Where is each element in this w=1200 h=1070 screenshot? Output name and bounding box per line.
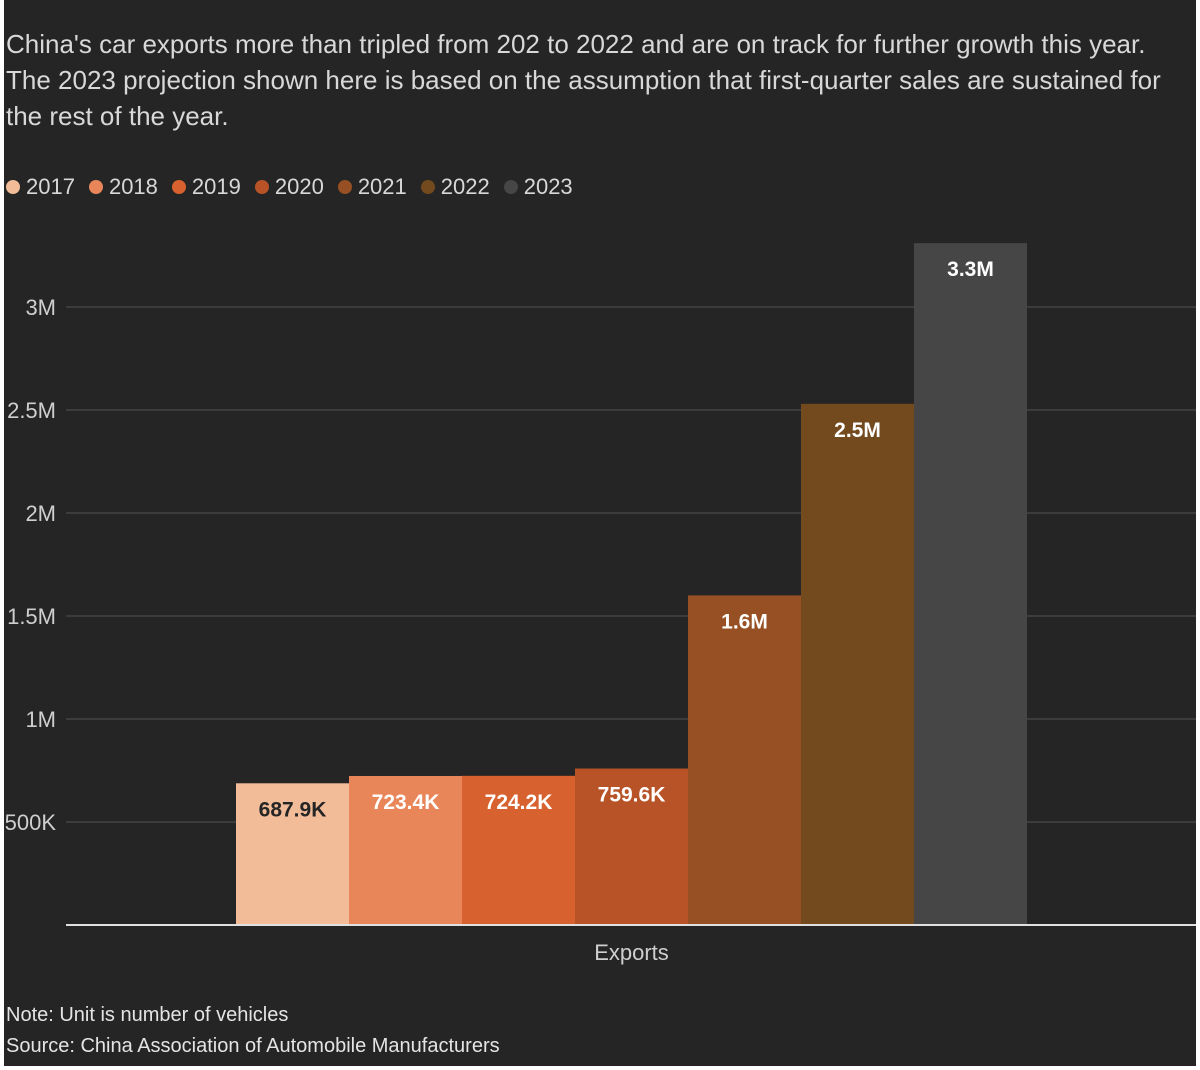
chart-subtitle: China's car exports more than tripled fr… — [6, 29, 1161, 131]
bar-2019 — [462, 775, 575, 925]
legend-label: 2019 — [191, 174, 241, 199]
legend-dot-icon — [6, 180, 20, 194]
y-tick-label: 2M — [25, 501, 56, 526]
legend-item-2022: 2022 — [420, 174, 490, 200]
chart-frame: China's car exports more than tripled fr… — [4, 0, 1196, 1066]
data-label: 3.3M — [947, 258, 994, 281]
legend-item-2019: 2019 — [171, 174, 241, 200]
data-label: 723.4K — [372, 791, 440, 814]
bar-2021 — [688, 595, 801, 925]
y-tick-label: 1M — [25, 707, 56, 732]
legend-dot-icon — [420, 180, 435, 194]
chart-legend: 2017 2018 2019 2020 2021 2022 2023 — [6, 172, 573, 202]
y-tick-label: 3M — [25, 295, 56, 320]
legend-item-2017: 2017 — [6, 174, 75, 200]
y-tick-label: 500K — [5, 810, 57, 835]
legend-label: 2018 — [108, 174, 158, 199]
chart-note: Note: Unit is number of vehicles — [6, 1004, 289, 1026]
legend-item-2021: 2021 — [337, 174, 407, 200]
legend-dot-icon — [171, 180, 186, 194]
legend-dot-icon — [337, 180, 352, 194]
bar-chart: 500K 1M 1.5M 2M 2.5M 3M 687.9K 723.4K 724.2K 759.… — [5, 243, 1196, 965]
bar-2017 — [236, 783, 349, 925]
legend-dot-icon — [503, 180, 518, 194]
data-label: 724.2K — [485, 791, 553, 814]
y-tick-label: 2.5M — [7, 398, 56, 423]
x-axis-category-label: Exports — [594, 940, 669, 965]
legend-label: 2021 — [357, 174, 407, 199]
bar-2018 — [349, 775, 462, 925]
data-label: 2.5M — [834, 419, 881, 442]
legend-label: 2020 — [274, 174, 324, 199]
legend-item-2020: 2020 — [254, 174, 324, 200]
legend-item-2018: 2018 — [88, 174, 158, 200]
legend-dot-icon — [88, 180, 103, 194]
legend-label: 2017 — [26, 174, 75, 199]
y-tick-label: 1.5M — [7, 604, 56, 629]
bar-2020 — [575, 768, 688, 925]
chart-source: Source: China Association of Automobile … — [6, 1035, 500, 1057]
data-label: 1.6M — [721, 610, 768, 633]
data-label: 687.9K — [259, 798, 327, 821]
bar-2022 — [801, 403, 914, 925]
legend-label: 2022 — [440, 174, 490, 199]
legend-label: 2023 — [523, 174, 573, 199]
bar-2023 — [914, 243, 1027, 925]
legend-item-2023: 2023 — [503, 174, 573, 200]
data-label: 759.6K — [598, 784, 666, 807]
legend-dot-icon — [254, 180, 269, 194]
